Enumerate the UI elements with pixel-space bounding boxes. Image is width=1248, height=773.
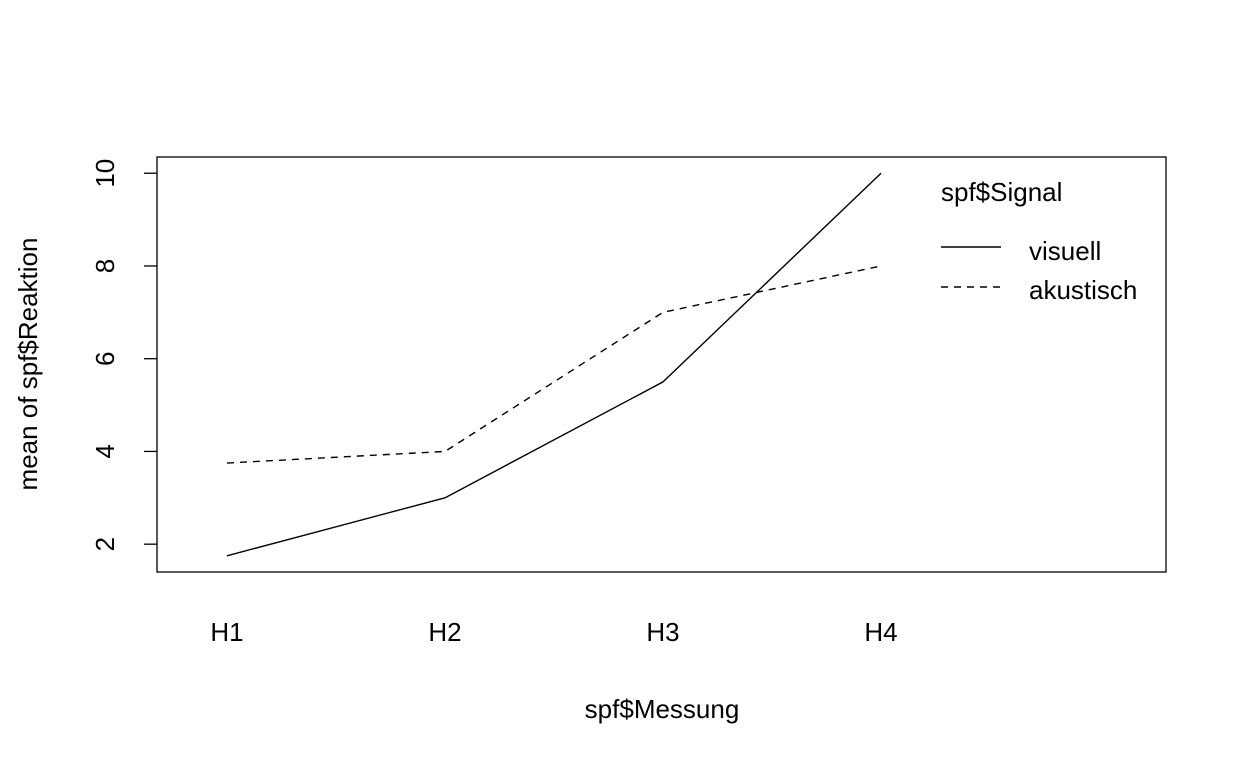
x-tick-label-h2: H2 [428,617,461,647]
y-axis-label: mean of spf$Reaktion [13,238,43,491]
x-tick-label-h1: H1 [210,617,243,647]
series-line-visuell [226,172,882,557]
y-tick-label-10: 10 [90,159,120,188]
y-tick-label-6: 6 [90,351,120,365]
series-line-akustisch [226,265,882,464]
x-tick-label-h3: H3 [646,617,679,647]
y-axis: 2 4 6 8 10 [90,159,157,551]
plot-frame [156,156,1167,573]
x-axis-label: spf$Messung [585,694,740,724]
x-axis: H1 H2 H3 H4 [210,617,897,647]
y-tick-label-2: 2 [90,537,120,551]
legend: spf$Signal visuell akustisch [941,177,1137,305]
y-tick-label-4: 4 [90,444,120,458]
x-tick-label-h4: H4 [864,617,897,647]
legend-label-akustisch: akustisch [1029,275,1137,305]
legend-label-visuell: visuell [1029,236,1101,266]
series-layer [226,172,882,557]
y-tick-label-8: 8 [90,259,120,273]
legend-title: spf$Signal [941,177,1062,207]
